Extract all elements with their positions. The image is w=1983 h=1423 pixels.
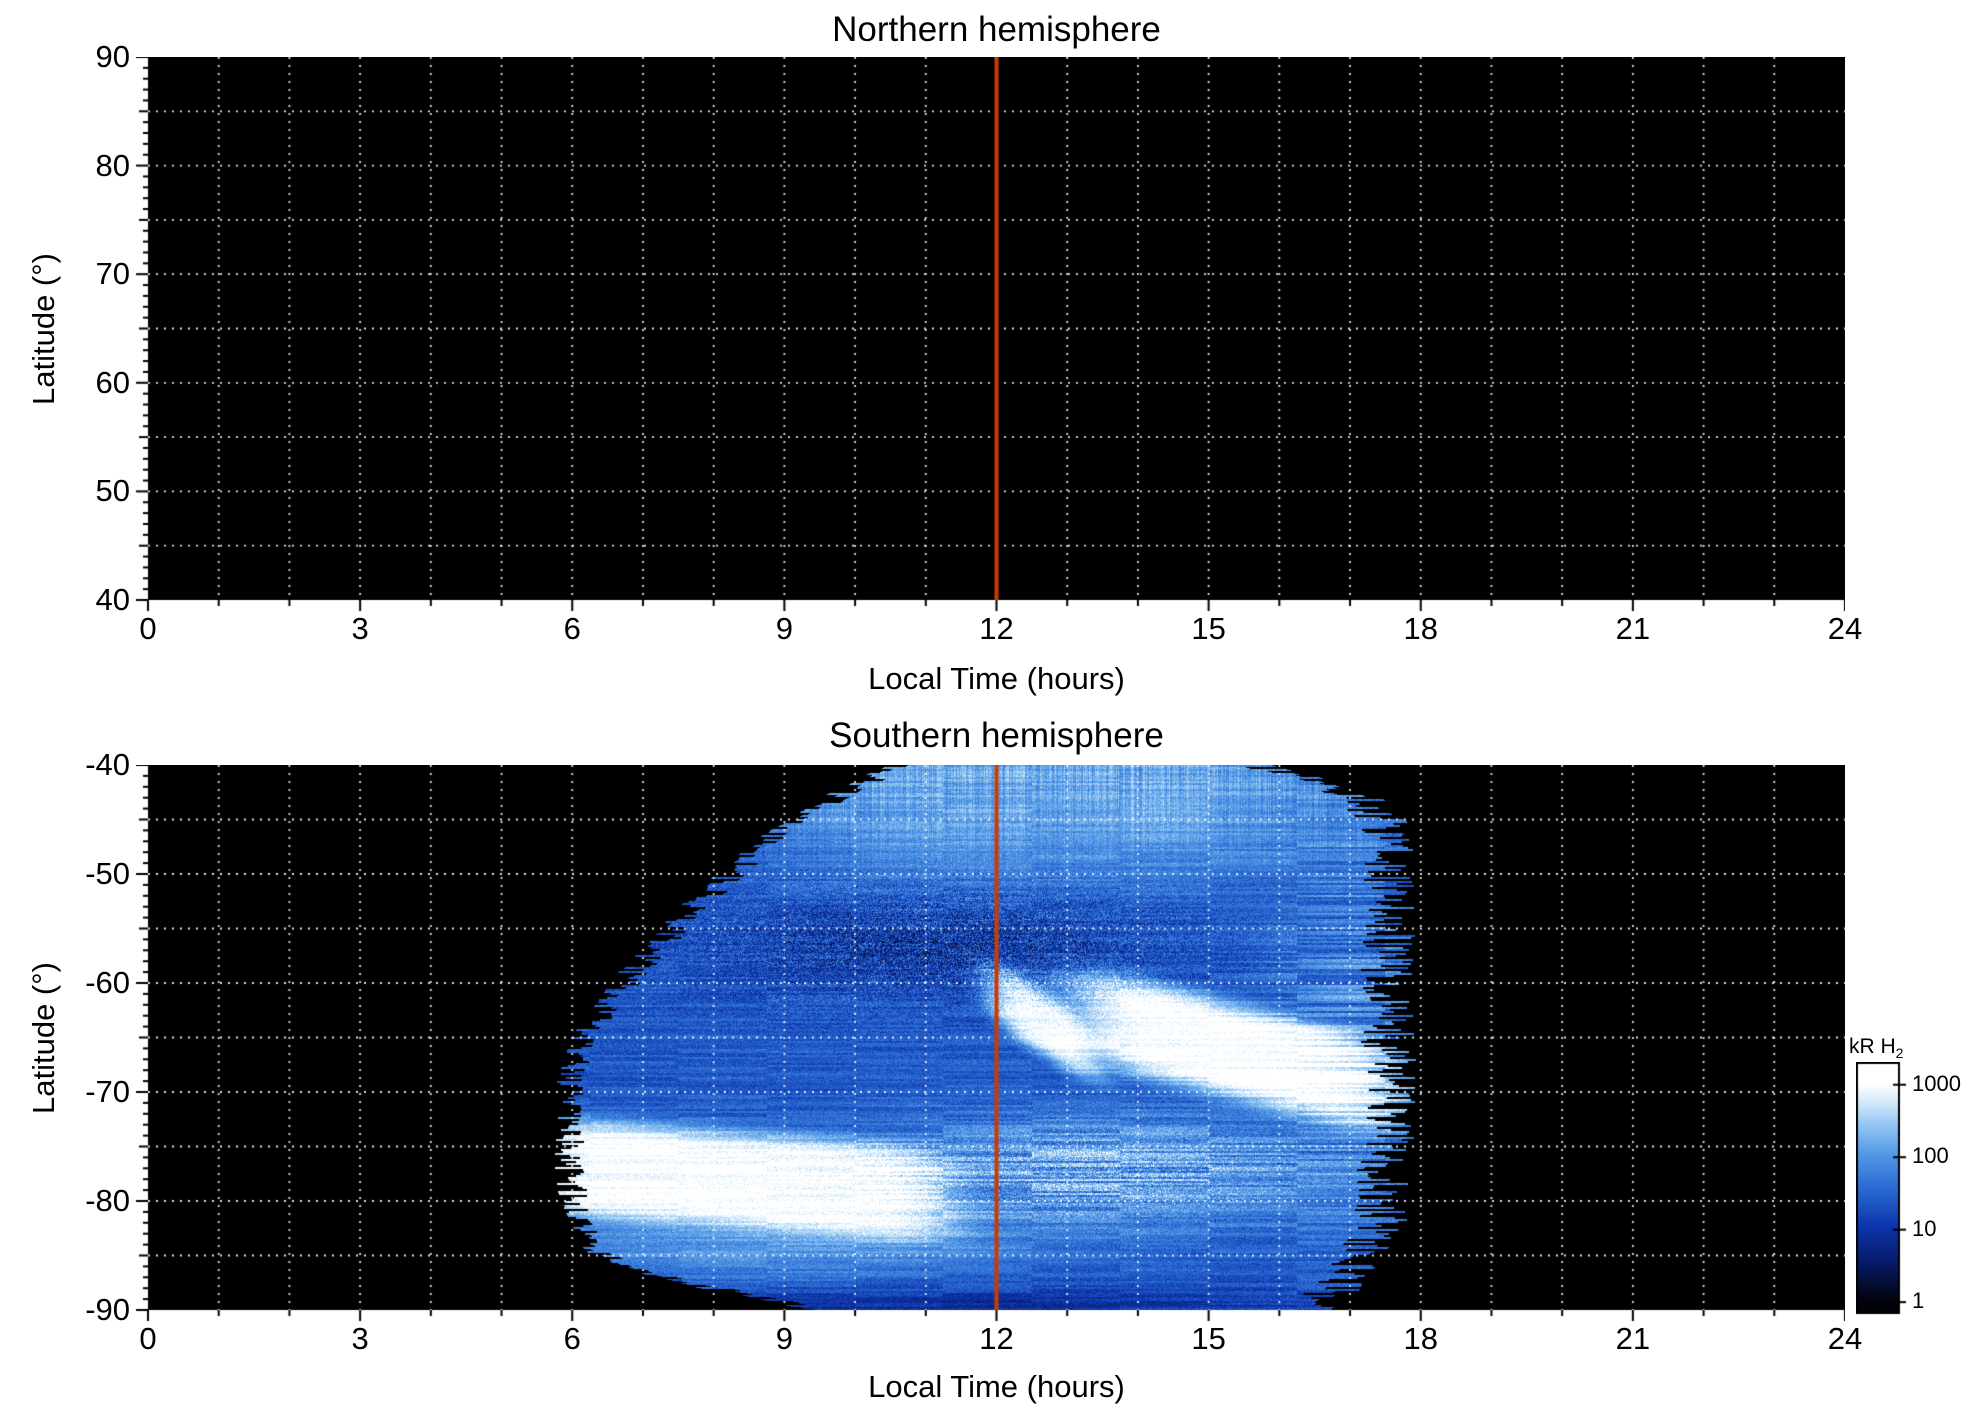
y-tick-label-south: -70 xyxy=(85,1074,130,1109)
panel-title-north: Northern hemisphere xyxy=(832,10,1161,49)
panel-title-south: Southern hemisphere xyxy=(829,716,1164,755)
x-tick-label-south: 24 xyxy=(1827,1321,1863,1356)
x-tick-label-north: 12 xyxy=(979,611,1014,646)
y-tick-label-north: 90 xyxy=(95,39,130,74)
y-tick-label-north: 80 xyxy=(95,147,130,183)
y-tick-label-north: 50 xyxy=(95,473,130,509)
southern-hemisphere-plot xyxy=(132,765,1845,1326)
x-tick-label-north: 21 xyxy=(1615,611,1651,646)
colorbar-tick-label: 1000 xyxy=(1912,1070,1961,1096)
x-tick-label-north: 18 xyxy=(1403,611,1438,646)
x-tick-label-south: 9 xyxy=(775,1321,793,1356)
x-tick-label-south: 21 xyxy=(1615,1321,1651,1356)
x-axis-label-south: Local Time (hours) xyxy=(868,1369,1125,1404)
colorbar-tick-label: 1 xyxy=(1912,1288,1925,1314)
colorbar-tick-label: 100 xyxy=(1912,1143,1949,1169)
x-tick-label-south: 15 xyxy=(1191,1321,1226,1356)
x-tick-label-south: 12 xyxy=(979,1321,1014,1356)
y-tick-label-north: 70 xyxy=(95,256,130,292)
colorbar xyxy=(1856,1062,1909,1315)
x-tick-label-south: 18 xyxy=(1403,1321,1438,1356)
x-tick-label-south: 3 xyxy=(351,1321,369,1356)
x-tick-label-south: 6 xyxy=(563,1321,581,1356)
x-tick-label-north: 24 xyxy=(1827,611,1863,646)
x-tick-label-north: 9 xyxy=(775,611,793,646)
colorbar-label: kR H2 xyxy=(1849,1035,1903,1061)
y-tick-label-north: 40 xyxy=(95,582,130,617)
y-tick-label-south: -50 xyxy=(85,856,130,891)
x-tick-label-north: 0 xyxy=(139,611,157,646)
y-tick-label-south: -80 xyxy=(85,1183,130,1218)
y-tick-label-south: -40 xyxy=(85,747,130,782)
x-tick-label-north: 3 xyxy=(351,611,369,646)
y-tick-label-south: -90 xyxy=(85,1292,130,1327)
colorbar-label-text: kR H xyxy=(1849,1035,1896,1058)
northern-hemisphere-plot xyxy=(132,57,1845,616)
x-axis-label-north: Local Time (hours) xyxy=(868,661,1125,696)
x-tick-label-south: 0 xyxy=(139,1321,157,1356)
y-tick-label-south: -60 xyxy=(85,965,130,1000)
x-tick-label-north: 6 xyxy=(563,611,581,646)
x-tick-label-north: 15 xyxy=(1191,611,1226,646)
colorbar-label-subscript: 2 xyxy=(1895,1045,1904,1062)
y-tick-label-north: 60 xyxy=(95,364,130,400)
colorbar-tick-label: 10 xyxy=(1912,1215,1937,1241)
